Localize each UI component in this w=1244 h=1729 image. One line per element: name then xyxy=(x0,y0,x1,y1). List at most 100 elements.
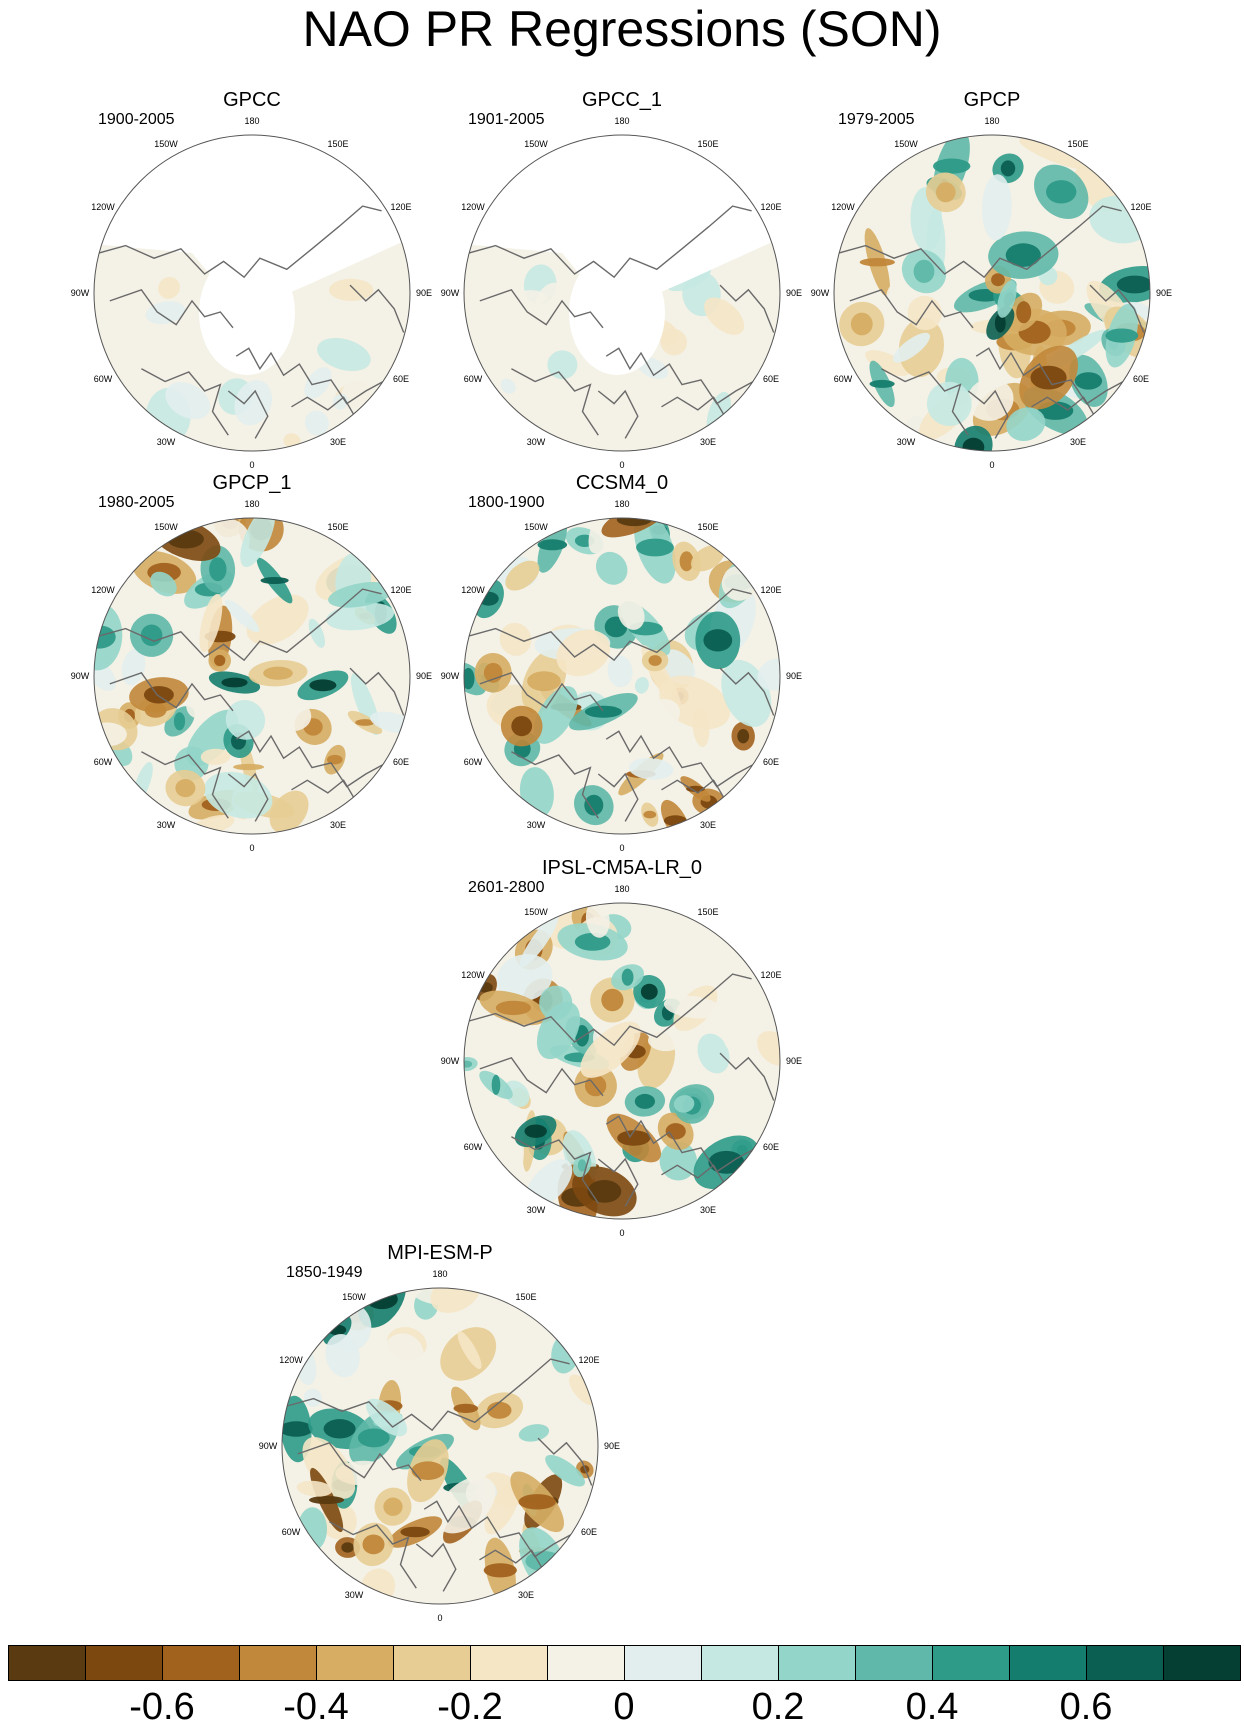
colorbar-cell xyxy=(1009,1645,1087,1681)
coastline xyxy=(511,1136,599,1204)
field-contour xyxy=(981,174,1012,241)
field-contour xyxy=(366,1398,408,1437)
field-contour xyxy=(457,1330,482,1370)
longitude-label: 90E xyxy=(416,288,432,298)
coastline xyxy=(349,284,405,333)
field-contour-core xyxy=(665,1123,686,1140)
colorbar xyxy=(8,1645,1241,1681)
longitude-label: 30E xyxy=(330,820,346,830)
field-contour xyxy=(234,380,273,426)
colorbar-cell xyxy=(162,1645,240,1681)
longitude-label: 90W xyxy=(259,1441,278,1451)
colorbar-tick-label: 0.4 xyxy=(905,1686,959,1728)
field-layer xyxy=(94,135,410,451)
coastline xyxy=(297,1441,422,1482)
panel-title: GPCP_1 xyxy=(212,472,292,494)
field-contour xyxy=(438,1545,493,1595)
polar-map: 180 150E 120E 90E 60E 30E 0 30W 60W 90W 120W 150W xyxy=(71,499,432,853)
longitude-label: 90W xyxy=(441,671,460,681)
longitude-label: 30E xyxy=(1070,437,1086,447)
coastline xyxy=(537,1437,593,1486)
panel-title: GPCC xyxy=(223,89,281,111)
longitude-label: 90E xyxy=(786,288,802,298)
field-contour xyxy=(692,707,710,748)
field-contour xyxy=(690,544,725,572)
panel-period: 1901-2005 xyxy=(468,111,545,128)
field-contour xyxy=(591,367,630,406)
field-contour-core xyxy=(323,1419,356,1439)
field-layer xyxy=(282,1288,598,1604)
field-contour-core xyxy=(362,1534,385,1555)
longitude-label: 180 xyxy=(614,116,629,126)
colorbar-cell xyxy=(1086,1645,1164,1681)
field-contour xyxy=(500,378,516,394)
coastline xyxy=(849,288,974,329)
longitude-label: 150E xyxy=(515,1292,536,1302)
colorbar-tick-label: 0 xyxy=(613,1686,635,1728)
field-contour-core xyxy=(640,983,658,1000)
field-contour xyxy=(967,378,1014,421)
field-contour-core xyxy=(411,1461,445,1480)
field-contour xyxy=(580,1021,641,1078)
field-contour xyxy=(926,381,972,427)
field-contour xyxy=(267,697,312,732)
field-contour-core xyxy=(260,577,289,584)
field-contour xyxy=(296,1480,333,1497)
field-contour-core xyxy=(575,1025,589,1047)
field-contour xyxy=(297,1507,327,1551)
field-contour xyxy=(269,790,309,833)
map-border xyxy=(833,134,1151,452)
field-contour-core xyxy=(309,679,337,692)
longitude-label: 120W xyxy=(461,202,485,212)
field-contour-core xyxy=(648,655,662,666)
field-contour-core xyxy=(1074,372,1103,390)
coastline xyxy=(227,772,269,822)
longitude-label: 90E xyxy=(1156,288,1172,298)
field-contour xyxy=(328,581,394,608)
field-contour xyxy=(158,277,180,299)
field-contour xyxy=(997,280,1017,318)
field-contour xyxy=(505,560,540,591)
field-contour-core xyxy=(1030,365,1067,390)
field-contour xyxy=(628,758,674,780)
field-layer xyxy=(94,518,410,834)
polar-map: 180 150E 120E 90E 60E 30E 0 30W 60W 90W 120W 150W xyxy=(441,116,802,470)
field-contour xyxy=(535,282,565,318)
field-contour xyxy=(145,301,186,324)
colorbar-cell xyxy=(701,1645,779,1681)
map-border xyxy=(93,134,411,452)
field-contour-core xyxy=(464,1060,473,1068)
field-contour-core xyxy=(936,182,956,203)
panel-period: 1800-1900 xyxy=(468,494,545,511)
coastline xyxy=(479,1056,604,1097)
longitude-label: 30E xyxy=(700,437,716,447)
field-contour xyxy=(199,593,223,653)
coastline xyxy=(597,772,639,822)
longitude-label: 30E xyxy=(518,1590,534,1600)
field-contour-core xyxy=(464,667,475,690)
field-contour xyxy=(607,655,633,688)
coastline xyxy=(837,205,1122,279)
longitude-label: 150E xyxy=(697,522,718,532)
field-contour xyxy=(892,332,931,363)
field-contour-core xyxy=(511,716,533,737)
field-contour-core xyxy=(175,779,196,798)
colorbar-tick-label: -0.4 xyxy=(283,1686,349,1728)
coastline xyxy=(235,730,387,788)
field-contour-core xyxy=(487,1401,512,1419)
field-contour xyxy=(907,295,942,331)
coastline xyxy=(467,973,752,1047)
longitude-label: 120E xyxy=(390,585,411,595)
field-contour xyxy=(305,410,329,436)
map-panel: GPCC_1 1901-2005 180 150E 120E 90E 60E 30E 0 30W 6… xyxy=(441,89,802,470)
coastline xyxy=(235,347,387,405)
longitude-label: 120E xyxy=(760,970,781,980)
longitude-label: 90W xyxy=(441,288,460,298)
field-contour-core xyxy=(357,1428,390,1448)
field-contour xyxy=(496,954,553,1002)
longitude-label: 30E xyxy=(700,1205,716,1215)
colorbar-cell xyxy=(624,1645,702,1681)
longitude-label: 150W xyxy=(154,139,178,149)
field-contour-core xyxy=(574,933,611,951)
colorbar-cell xyxy=(239,1645,317,1681)
